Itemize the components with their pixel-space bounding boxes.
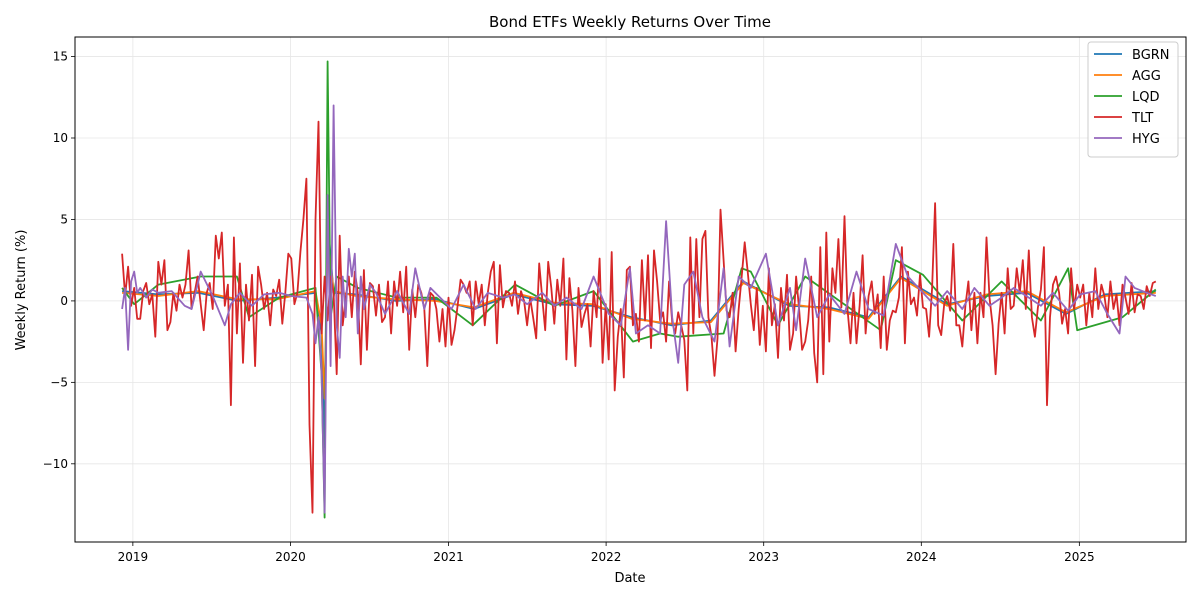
y-tick-label: 15 xyxy=(53,50,68,64)
y-tick-label: −5 xyxy=(50,375,68,389)
y-tick-label: 0 xyxy=(60,294,68,308)
y-axis-label: Weekly Return (%) xyxy=(14,230,29,351)
x-tick-label: 2020 xyxy=(275,550,306,564)
x-tick-label: 2021 xyxy=(433,550,464,564)
series-line-hyg xyxy=(121,104,1157,514)
ticks: 2019 2020 2021 2022 2023 2024 2025 −10 −5 0 5 10 15 xyxy=(43,50,1095,564)
series-line-tlt xyxy=(121,120,1157,514)
x-tick-label: 2025 xyxy=(1064,550,1095,564)
legend-label: BGRN xyxy=(1132,48,1170,63)
series-lines xyxy=(121,60,1157,519)
x-tick-label: 2024 xyxy=(906,550,937,564)
legend-label: AGG xyxy=(1132,69,1161,84)
x-axis-label: Date xyxy=(614,571,645,586)
x-tick-label: 2023 xyxy=(748,550,779,564)
y-tick-label: −10 xyxy=(43,457,68,471)
chart-title: Bond ETFs Weekly Returns Over Time xyxy=(489,13,771,31)
legend-box xyxy=(1087,41,1179,158)
legend-label: HYG xyxy=(1132,132,1160,147)
y-tick-label: 10 xyxy=(53,131,68,145)
x-tick-label: 2019 xyxy=(118,550,149,564)
legend-label: LQD xyxy=(1132,90,1160,105)
y-tick-label: 5 xyxy=(60,212,68,226)
legend: BGRN AGG LQD TLT HYG xyxy=(1087,41,1179,158)
plot-frame xyxy=(74,36,1187,543)
legend-label: TLT xyxy=(1131,111,1153,126)
x-tick-label: 2022 xyxy=(591,550,622,564)
